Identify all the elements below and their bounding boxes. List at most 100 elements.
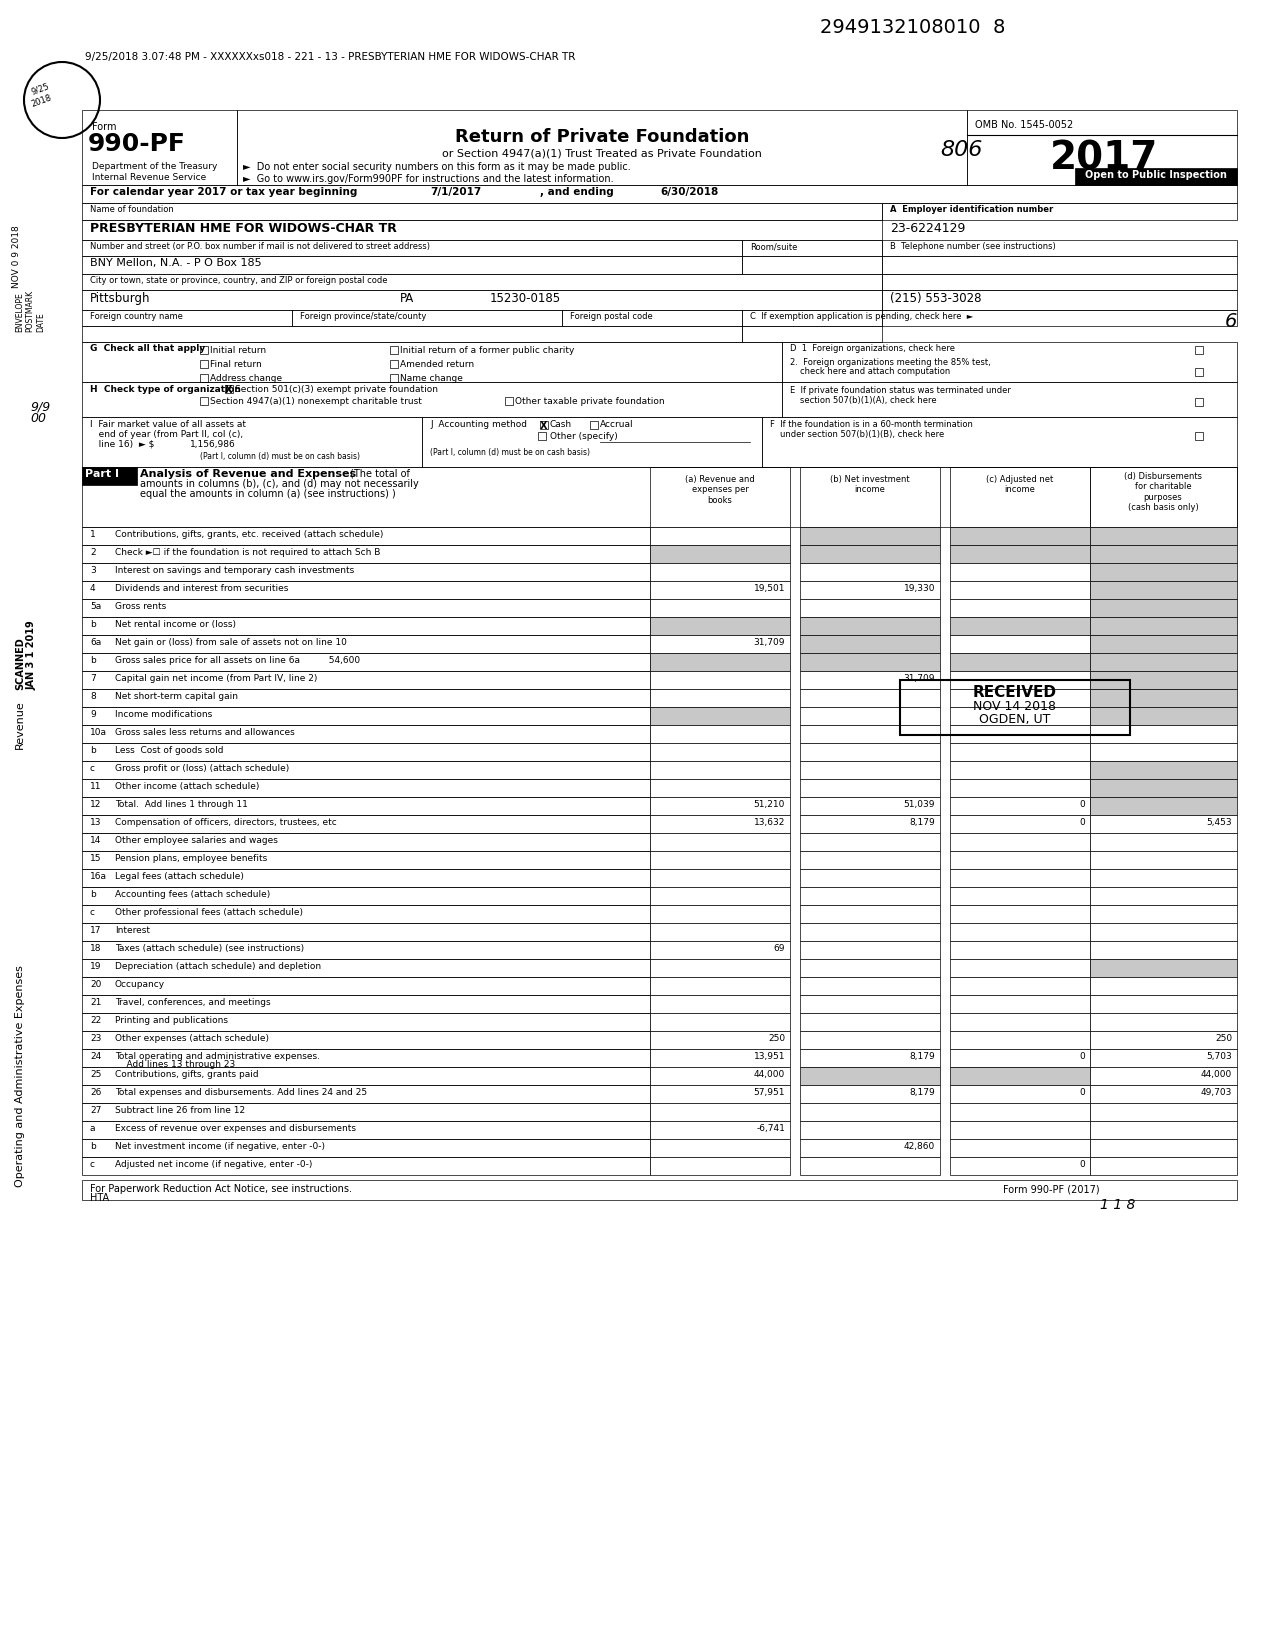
Bar (650, 1013, 790, 1031)
Text: 42,860: 42,860 (904, 1142, 935, 1152)
Text: NOV 0 9 2018: NOV 0 9 2018 (11, 225, 21, 288)
Bar (951, 1104, 1090, 1120)
Text: Travel, conferences, and meetings: Travel, conferences, and meetings (115, 999, 270, 1007)
Text: 15230-0185: 15230-0185 (490, 293, 561, 304)
Text: 26: 26 (90, 1087, 101, 1097)
Text: OGDEN, UT: OGDEN, UT (980, 712, 1050, 725)
Bar (82, 905, 650, 923)
Text: 806: 806 (940, 140, 982, 160)
Bar (650, 832, 790, 850)
Bar (782, 382, 1237, 416)
Text: 57,951: 57,951 (753, 1087, 785, 1097)
Bar (650, 635, 790, 653)
Text: 9/25: 9/25 (30, 82, 51, 97)
Text: 27: 27 (90, 1105, 101, 1115)
Bar (1090, 905, 1237, 923)
Bar (650, 780, 790, 796)
Bar (650, 671, 790, 689)
Bar (82, 1086, 650, 1104)
Text: 19,330: 19,330 (904, 584, 935, 592)
Bar (650, 887, 790, 905)
Text: 2.  Foreign organizations meeting the 85% test,: 2. Foreign organizations meeting the 85%… (790, 359, 991, 367)
Text: Gross rents: Gross rents (115, 602, 167, 610)
Bar (951, 977, 1090, 995)
Bar (800, 780, 940, 796)
Bar (951, 923, 1090, 941)
Text: Net short-term capital gain: Net short-term capital gain (115, 693, 238, 701)
Text: Cash: Cash (550, 419, 573, 429)
Bar (1090, 1120, 1237, 1138)
Text: SCANNED
JAN 3 1 2019: SCANNED JAN 3 1 2019 (15, 620, 37, 689)
Bar (650, 744, 790, 762)
Text: Net investment income (if negative, enter -0-): Net investment income (if negative, ente… (115, 1142, 325, 1152)
Bar (200, 373, 209, 382)
Text: amounts in columns (b), (c), and (d) may not necessarily: amounts in columns (b), (c), and (d) may… (140, 479, 418, 489)
Bar (951, 1086, 1090, 1104)
Text: Net gain or (loss) from sale of assets not on line 10: Net gain or (loss) from sale of assets n… (115, 638, 346, 646)
Bar (422, 416, 762, 467)
Text: Total.  Add lines 1 through 11: Total. Add lines 1 through 11 (115, 799, 248, 809)
Bar (562, 309, 742, 326)
Bar (82, 275, 882, 290)
Bar (82, 290, 882, 309)
Bar (800, 1031, 940, 1050)
Text: 24: 24 (90, 1053, 101, 1061)
Bar (1090, 1068, 1237, 1086)
Text: Other taxable private foundation: Other taxable private foundation (514, 396, 665, 406)
Bar (800, 653, 940, 671)
Bar (82, 220, 882, 240)
Bar (951, 869, 1090, 887)
Bar (650, 617, 790, 635)
Text: Excess of revenue over expenses and disbursements: Excess of revenue over expenses and disb… (115, 1124, 356, 1133)
Bar (82, 744, 650, 762)
Bar (882, 309, 1237, 326)
Bar (951, 1050, 1090, 1068)
Bar (1090, 1031, 1237, 1050)
Bar (225, 385, 233, 393)
Text: Form 990-PF (2017): Form 990-PF (2017) (1004, 1184, 1100, 1194)
Text: 0: 0 (1079, 1160, 1085, 1170)
Bar (800, 1120, 940, 1138)
Text: J  Accounting method: J Accounting method (430, 419, 527, 429)
Bar (82, 635, 650, 653)
Text: c: c (90, 908, 95, 916)
Bar (82, 1138, 650, 1156)
Text: equal the amounts in column (a) (see instructions) ): equal the amounts in column (a) (see ins… (140, 489, 396, 498)
Bar (951, 467, 1090, 526)
Bar (1090, 995, 1237, 1013)
Text: 19: 19 (90, 962, 101, 971)
Bar (650, 923, 790, 941)
Bar (538, 433, 546, 439)
Text: 2949132108010  8: 2949132108010 8 (820, 18, 1005, 36)
Bar (800, 1156, 940, 1175)
Bar (800, 814, 940, 832)
Bar (800, 1086, 940, 1104)
Bar (1090, 780, 1237, 796)
Bar (82, 563, 650, 581)
Text: RECEIVED: RECEIVED (973, 684, 1057, 701)
Text: Total operating and administrative expenses.: Total operating and administrative expen… (115, 1053, 320, 1061)
Bar (800, 1068, 940, 1086)
Text: 12: 12 (90, 799, 101, 809)
Text: ►  Go to www.irs.gov/Form990PF for instructions and the latest information.: ► Go to www.irs.gov/Form990PF for instru… (243, 174, 613, 184)
Bar (1090, 832, 1237, 850)
Bar (1090, 977, 1237, 995)
Text: (b) Net investment
income: (b) Net investment income (830, 475, 910, 495)
Bar (82, 617, 650, 635)
Text: 17: 17 (90, 926, 101, 934)
Bar (1090, 725, 1237, 744)
Bar (82, 1013, 650, 1031)
Bar (82, 1156, 650, 1175)
Bar (762, 416, 1237, 467)
Text: Printing and publications: Printing and publications (115, 1017, 228, 1025)
Bar (1090, 850, 1237, 869)
Bar (951, 1138, 1090, 1156)
Bar (82, 240, 742, 257)
Bar (800, 744, 940, 762)
Text: 1 1 8: 1 1 8 (1100, 1198, 1135, 1212)
Bar (1194, 398, 1203, 406)
Text: Less  Cost of goods sold: Less Cost of goods sold (115, 745, 224, 755)
Bar (1090, 814, 1237, 832)
Text: 13,632: 13,632 (753, 818, 785, 827)
Bar (1090, 581, 1237, 599)
